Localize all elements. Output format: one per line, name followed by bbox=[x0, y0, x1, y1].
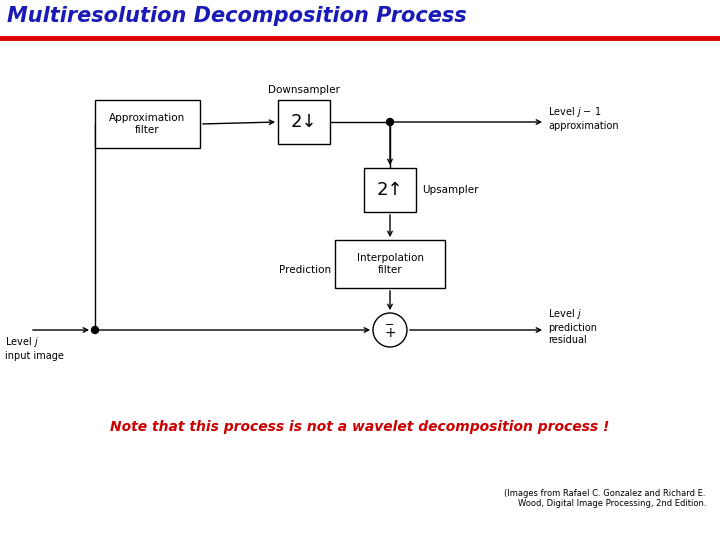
Text: Prediction: Prediction bbox=[279, 265, 331, 275]
Text: Level $j$
input image: Level $j$ input image bbox=[5, 335, 64, 361]
Text: +: + bbox=[384, 326, 396, 340]
Text: Downsampler: Downsampler bbox=[268, 85, 340, 95]
Circle shape bbox=[91, 327, 99, 334]
Text: Level $j$ − 1
approximation: Level $j$ − 1 approximation bbox=[548, 105, 618, 131]
Text: −: − bbox=[385, 320, 395, 330]
Circle shape bbox=[373, 313, 407, 347]
Bar bbox=[278, 100, 330, 144]
Circle shape bbox=[387, 118, 394, 125]
Text: Level $j$
prediction
residual: Level $j$ prediction residual bbox=[548, 307, 597, 345]
Text: Wood, Digital Image Processing, 2nd Edition.: Wood, Digital Image Processing, 2nd Edit… bbox=[518, 499, 706, 508]
Bar bbox=[95, 100, 200, 148]
Text: 2↑: 2↑ bbox=[377, 181, 403, 199]
Text: Note that this process is not a wavelet decomposition process !: Note that this process is not a wavelet … bbox=[110, 420, 610, 434]
Bar bbox=[335, 240, 445, 288]
Text: (Images from Rafael C. Gonzalez and Richard E.: (Images from Rafael C. Gonzalez and Rich… bbox=[505, 489, 706, 498]
Text: Approximation
filter: Approximation filter bbox=[109, 113, 186, 135]
Text: Upsampler: Upsampler bbox=[422, 185, 479, 195]
Text: 2↓: 2↓ bbox=[291, 113, 318, 131]
Text: Interpolation
filter: Interpolation filter bbox=[356, 253, 423, 275]
Text: Multiresolution Decomposition Process: Multiresolution Decomposition Process bbox=[7, 6, 467, 26]
Bar bbox=[364, 168, 416, 212]
